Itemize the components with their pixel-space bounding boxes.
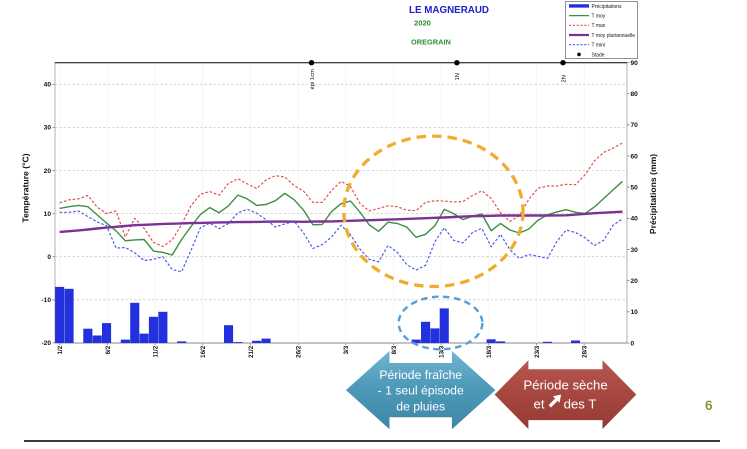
svg-text:-20: -20 <box>41 340 51 347</box>
svg-text:-10: -10 <box>41 297 51 304</box>
svg-text:20: 20 <box>631 278 639 285</box>
svg-text:30: 30 <box>631 247 639 254</box>
svg-text:des T: des T <box>564 397 597 412</box>
svg-text:28/3: 28/3 <box>582 345 589 358</box>
svg-text:OREGRAIN: OREGRAIN <box>411 38 451 47</box>
svg-text:T moy: T moy <box>592 14 606 20</box>
svg-text:Période fraîche: Période fraîche <box>379 368 462 382</box>
svg-text:T moy pluriannuelle: T moy pluriannuelle <box>592 33 636 39</box>
svg-text:10: 10 <box>44 211 52 218</box>
svg-text:23/3: 23/3 <box>534 345 541 358</box>
svg-text:0: 0 <box>631 340 635 347</box>
svg-text:13/3: 13/3 <box>439 345 446 358</box>
svg-text:Stade: Stade <box>592 52 605 58</box>
svg-text:50: 50 <box>631 185 639 192</box>
svg-text:16/2: 16/2 <box>200 345 207 358</box>
svg-text:T mini: T mini <box>592 43 606 49</box>
svg-text:26/2: 26/2 <box>296 345 303 358</box>
svg-text:10: 10 <box>631 309 639 316</box>
svg-text:épi 1cm: épi 1cm <box>310 69 316 89</box>
svg-text:Précipitations (mm): Précipitations (mm) <box>648 154 658 234</box>
svg-text:et: et <box>534 397 545 412</box>
svg-text:1/2: 1/2 <box>57 345 64 354</box>
svg-text:8/3: 8/3 <box>391 345 398 354</box>
svg-text:- 1 seul épisode: - 1 seul épisode <box>378 384 464 398</box>
svg-text:3/3: 3/3 <box>343 345 350 354</box>
svg-text:21/2: 21/2 <box>248 345 255 358</box>
svg-text:20: 20 <box>44 168 52 175</box>
svg-text:18/3: 18/3 <box>486 345 493 358</box>
svg-text:0: 0 <box>47 254 51 261</box>
svg-text:80: 80 <box>631 91 639 98</box>
svg-text:de pluies: de pluies <box>396 399 445 413</box>
svg-text:1N: 1N <box>455 73 461 80</box>
svg-text:30: 30 <box>44 125 52 132</box>
svg-text:40: 40 <box>631 216 639 223</box>
svg-text:Précipitations: Précipitations <box>592 4 623 10</box>
svg-text:2N: 2N <box>561 75 567 82</box>
svg-text:6/2: 6/2 <box>105 345 112 354</box>
svg-text:2020: 2020 <box>414 19 431 28</box>
svg-text:60: 60 <box>631 153 639 160</box>
svg-text:Température (°C): Température (°C) <box>21 153 31 222</box>
svg-text:40: 40 <box>44 82 52 89</box>
svg-text:6: 6 <box>705 398 713 413</box>
svg-text:T max: T max <box>592 23 606 29</box>
svg-text:LE MAGNERAUD: LE MAGNERAUD <box>409 5 489 16</box>
svg-text:70: 70 <box>631 122 639 129</box>
svg-text:11/2: 11/2 <box>153 345 160 357</box>
svg-text:90: 90 <box>631 60 639 67</box>
svg-text:Période sèche: Période sèche <box>523 378 607 393</box>
